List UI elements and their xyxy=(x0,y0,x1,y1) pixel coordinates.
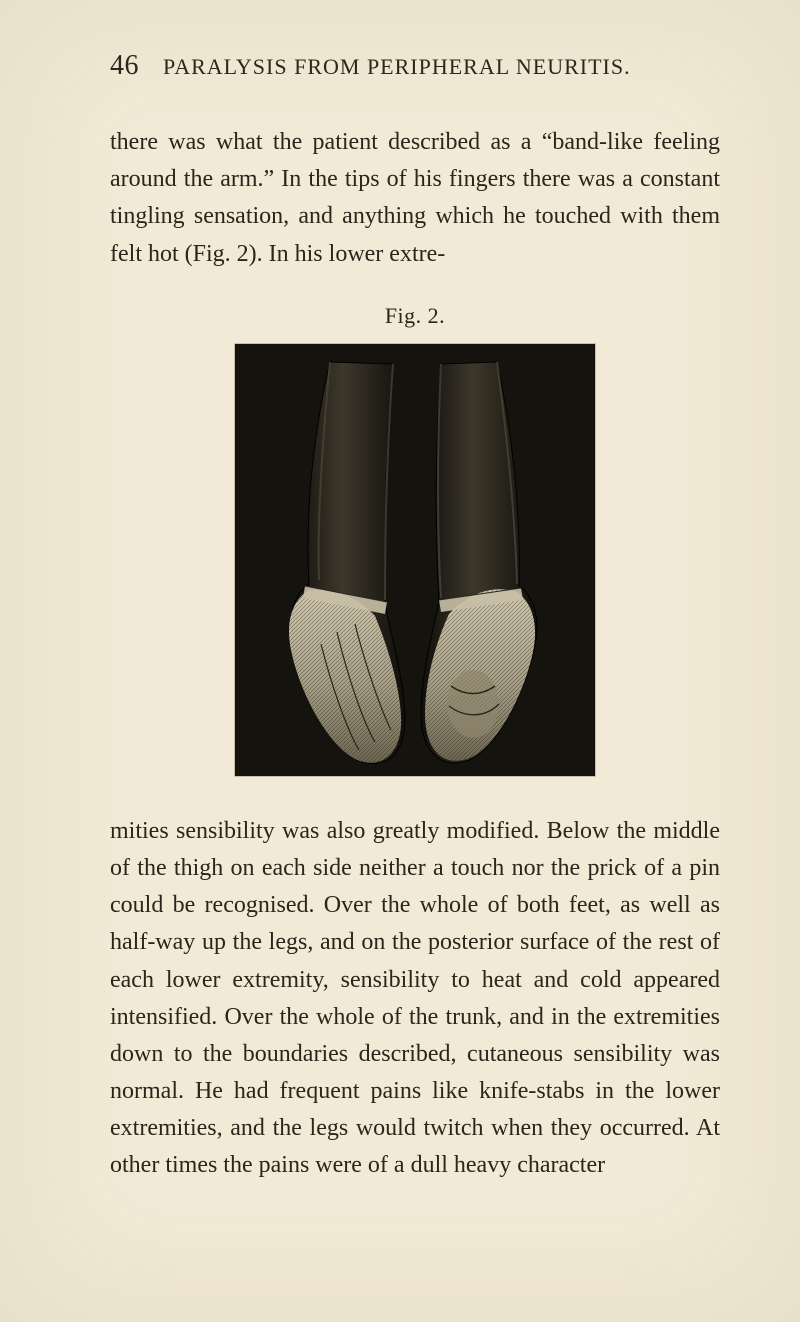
scanned-book-page: 46 PARALYSIS FROM PERIPHERAL NEURITIS. t… xyxy=(0,0,800,1322)
paragraph-top: there was what the patient described as … xyxy=(110,124,720,273)
page-number: 46 xyxy=(110,50,139,82)
page-header: 46 PARALYSIS FROM PERIPHERAL NEURITIS. xyxy=(110,50,720,82)
running-title: PARALYSIS FROM PERIPHERAL NEURITIS. xyxy=(163,54,631,80)
forearms-engraving-icon xyxy=(235,344,595,776)
figure-block xyxy=(110,343,720,777)
right-fist-mass xyxy=(447,670,499,738)
figure-caption: Fig. 2. xyxy=(110,303,720,329)
paragraph-bottom: mities sensibility was also greatly modi… xyxy=(110,813,720,1185)
figure-frame xyxy=(234,343,596,777)
